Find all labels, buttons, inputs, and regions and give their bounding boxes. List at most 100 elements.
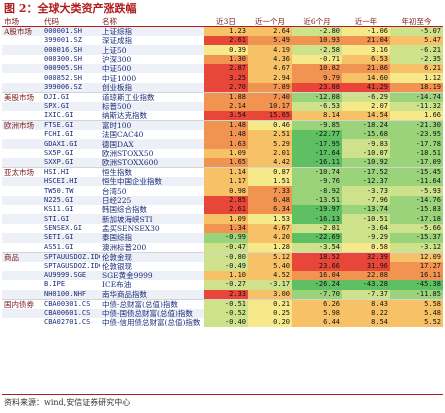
value-1y-cell: -9.29 [342, 233, 390, 243]
market-cell: 美股市场 [2, 91, 42, 102]
market-cell [2, 111, 42, 121]
value-ytd-cell: -15.83 [390, 205, 443, 215]
value-1m-cell: 1.51 [248, 177, 292, 187]
table-row: SETI.GI 泰国综指 -0.99 4.20 -22.69 -9.29 -15.37 [2, 233, 443, 243]
value-ytd-cell: 5.47 [390, 36, 443, 46]
value-1y-cell: -43.28 [342, 280, 390, 290]
value-ytd-cell: 5.58 [390, 298, 443, 309]
code-cell: 000852.SH [44, 73, 82, 82]
name-cell: 纳斯达克指数 [102, 111, 147, 121]
name-cell: ICE布油 [102, 280, 132, 290]
code-cell: 000001.SH [42, 26, 100, 36]
value-3d-cell: 2.61 [204, 36, 248, 46]
value-6m-cell: -12.08 [292, 91, 342, 102]
value-3d-cell: 2.61 [204, 205, 248, 215]
table-row: IXIC.GI 纳斯达克指数 3.54 15.65 8.14 14.54 1.66 [2, 111, 443, 121]
value-ytd-cell: -15.45 [390, 167, 443, 178]
market-cell [2, 318, 42, 327]
value-6m-cell: -17.95 [292, 139, 342, 149]
table-row: SXXP.GI 欧洲STOXX600 1.65 4.42 -16.11 -10.92 -17… [2, 158, 443, 168]
value-ytd-cell: -11.32 [390, 101, 443, 112]
value-6m-cell: 10.82 [292, 64, 342, 74]
code-cell: 399001.SZ [44, 36, 82, 45]
code-cell: KS11.GI [44, 205, 74, 214]
value-1m-cell: 4.20 [248, 233, 292, 243]
value-3d-cell: 0.98 [204, 186, 248, 196]
value-3d-cell: 2.14 [204, 101, 248, 112]
value-1y-cell: 21.86 [342, 64, 390, 74]
value-ytd-cell: -5.07 [390, 26, 443, 36]
value-3d-cell: 2.33 [204, 289, 248, 300]
value-6m-cell: 5.98 [292, 308, 342, 318]
table-row: 000852.SH 中证1000 3.25 2.94 9.79 14.60 1.12 [2, 73, 443, 83]
value-1m-cell: 0.20 [248, 317, 292, 328]
header-code: 代码 [42, 17, 100, 27]
value-6m-cell: -8.92 [292, 186, 342, 196]
value-1y-cell: -15.68 [342, 130, 390, 140]
table-row: 欧洲市场 FTSE.GI 富时100 1.48 0.46 -9.85 -18.24 -21.3… [2, 120, 443, 131]
value-1y-cell: 8.22 [342, 308, 390, 318]
table-row: SENSEX.GI 孟买SENSEX30 1.34 4.67 -2.81 -3.64 -5.… [2, 223, 443, 234]
table-row: SPTAGUSDOZ.IDC 伦敦银现 -0.49 5.40 23.66 31.96 17.… [2, 261, 443, 271]
market-cell [2, 262, 42, 271]
footer-divider [2, 394, 443, 395]
value-ytd-cell: -18.51 [390, 148, 443, 159]
code-cell: SPTAGUSDOZ.IDC [44, 261, 100, 270]
market-cell [2, 101, 42, 112]
value-6m-cell: -22.69 [292, 233, 342, 243]
value-3d-cell: -0.49 [204, 261, 248, 271]
value-1y-cell: -3.64 [342, 223, 390, 234]
code-cell: 399006.SZ [42, 82, 100, 93]
value-1y-cell: -9.83 [342, 139, 390, 149]
value-1m-cell: 2.51 [248, 130, 292, 140]
value-1m-cell: 0.46 [248, 120, 292, 131]
value-6m-cell: -9.85 [292, 120, 342, 131]
code-cell: STI.GI [42, 214, 100, 224]
asset-performance-table: 市场 代码 名称 近3日 近一个月 近6个月 近一年 年初至今 A股市场 0000… [2, 17, 443, 328]
name-cell: 新加坡海峡STI [100, 214, 204, 224]
value-3d-cell: 1.65 [204, 158, 248, 168]
value-6m-cell: 6.44 [292, 317, 342, 328]
market-cell [2, 158, 42, 168]
table-row: 399001.SZ 深证成指 2.61 5.49 10.93 21.04 5.47 [2, 36, 443, 46]
code-cell: SETI.GI [42, 233, 100, 243]
value-1y-cell: 14.60 [342, 73, 390, 83]
market-cell [2, 149, 42, 158]
header-market: 市场 [2, 17, 42, 27]
name-cell: 道琼斯工业指数 [100, 91, 204, 102]
value-3d-cell: 1.88 [204, 91, 248, 102]
code-cell: DJI.GI [42, 91, 100, 102]
name-cell: 欧洲STOXX50 [102, 148, 154, 158]
value-ytd-cell: -11.64 [390, 177, 443, 187]
market-cell [2, 205, 42, 214]
table-row: 亚太市场 HSI.HI 恒生指数 1.14 0.87 -10.74 -17.52 -15.45 [2, 167, 443, 178]
value-ytd-cell: -5.93 [390, 186, 443, 196]
value-6m-cell: -16.11 [292, 158, 342, 168]
header-ytd: 年初至今 [390, 17, 443, 27]
value-6m-cell: 10.93 [292, 36, 342, 46]
table-row: KS11.GI 韩国综合指数 2.61 6.34 -19.97 -13.74 -15.83 [2, 205, 443, 215]
market-cell [2, 73, 42, 82]
market-cell [2, 64, 42, 74]
value-1m-cell: 10.17 [248, 101, 292, 112]
value-1y-cell: -10.92 [342, 158, 390, 168]
name-cell: 中证1000 [102, 73, 137, 83]
name-cell: 日经225 [100, 195, 204, 206]
code-cell: FTSE.GI [42, 120, 100, 131]
table-row: 000300.SH 沪深300 1.30 4.36 -0.71 6.53 -2.35 [2, 54, 443, 65]
name-cell: 中证500 [100, 64, 204, 74]
name-cell: 南华商品指数 [100, 289, 204, 300]
table-row: AS51.GI 澳洲标普200 -0.47 1.28 -3.54 0.58 -3.12 [2, 242, 443, 253]
value-ytd-cell: 5.48 [390, 308, 443, 318]
value-3d-cell: 0.39 [204, 45, 248, 55]
table-row: STI.GI 新加坡海峡STI 1.09 1.53 -16.13 -10.51 -17.18 [2, 214, 443, 224]
value-ytd-cell: 16.11 [390, 270, 443, 281]
market-cell [2, 243, 42, 253]
market-cell [2, 177, 42, 187]
value-ytd-cell: -17.78 [390, 139, 443, 149]
market-cell: 商品 [2, 251, 42, 262]
value-1m-cell: 7.89 [248, 82, 292, 93]
market-cell [2, 36, 42, 45]
value-1y-cell: 31.96 [342, 261, 390, 271]
code-cell: FCHI.GI [44, 130, 74, 139]
